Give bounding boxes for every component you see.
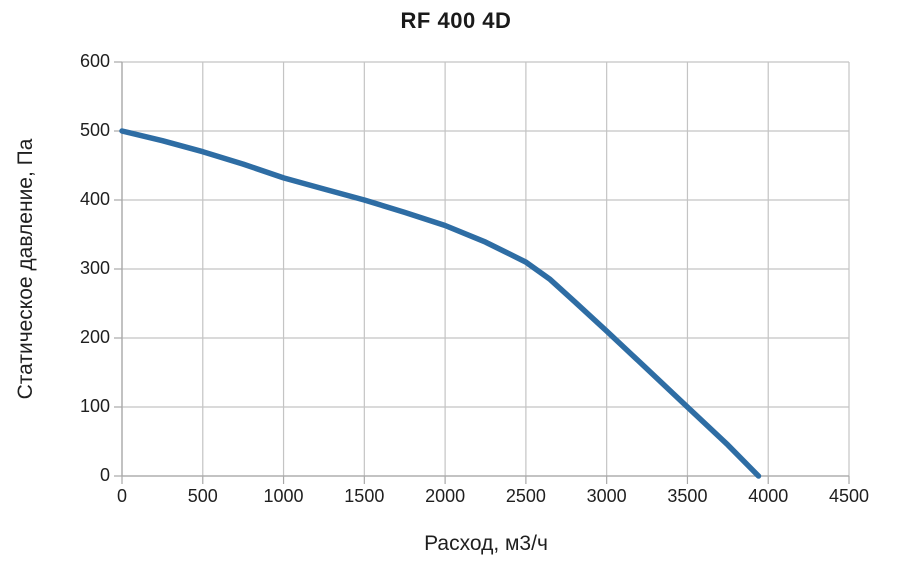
x-tick-label: 0 — [116, 486, 127, 506]
y-tick-label: 400 — [79, 189, 110, 209]
x-tick-label: 3000 — [586, 486, 627, 506]
x-tick-label: 500 — [187, 486, 218, 506]
y-tick-label: 600 — [79, 51, 110, 71]
y-tick-label: 500 — [79, 120, 110, 140]
x-axis-title: Расход, м3/ч — [424, 532, 548, 555]
x-tick-label: 1500 — [344, 486, 385, 506]
x-tick-label: 2000 — [425, 486, 466, 506]
x-tick-label: 3500 — [667, 486, 708, 506]
x-tick-label: 4500 — [828, 486, 870, 506]
x-tick-label: 2500 — [505, 486, 546, 506]
y-tick-label: 300 — [79, 258, 110, 278]
chart-title: RF 400 4D — [400, 8, 512, 33]
y-tick-label: 200 — [79, 327, 110, 347]
x-tick-label: 1000 — [263, 486, 304, 506]
x-tick-label: 4000 — [748, 486, 789, 506]
y-tick-label: 100 — [79, 396, 110, 416]
fan-curve — [119, 128, 762, 479]
y-tick-label: 0 — [99, 465, 110, 485]
